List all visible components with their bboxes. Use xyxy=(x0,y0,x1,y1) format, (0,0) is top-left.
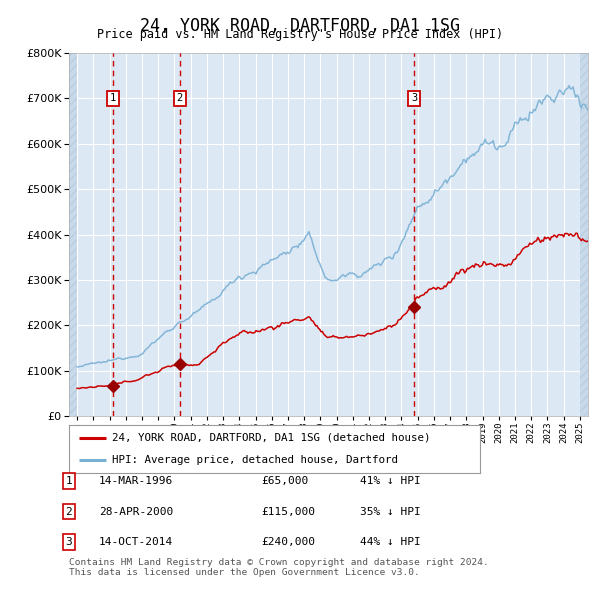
Text: 2: 2 xyxy=(65,507,73,516)
Text: 24, YORK ROAD, DARTFORD, DA1 1SG: 24, YORK ROAD, DARTFORD, DA1 1SG xyxy=(140,17,460,35)
Text: 44% ↓ HPI: 44% ↓ HPI xyxy=(360,537,421,547)
Text: £240,000: £240,000 xyxy=(261,537,315,547)
Text: Contains HM Land Registry data © Crown copyright and database right 2024.
This d: Contains HM Land Registry data © Crown c… xyxy=(69,558,489,577)
Text: 1: 1 xyxy=(110,93,116,103)
Text: 14-OCT-2014: 14-OCT-2014 xyxy=(99,537,173,547)
Text: 2: 2 xyxy=(176,93,183,103)
Text: 14-MAR-1996: 14-MAR-1996 xyxy=(99,476,173,486)
Text: 3: 3 xyxy=(65,537,73,547)
Text: HPI: Average price, detached house, Dartford: HPI: Average price, detached house, Dart… xyxy=(112,455,398,465)
Text: 24, YORK ROAD, DARTFORD, DA1 1SG (detached house): 24, YORK ROAD, DARTFORD, DA1 1SG (detach… xyxy=(112,433,431,443)
Text: 3: 3 xyxy=(411,93,418,103)
Bar xyxy=(580,53,588,416)
Text: 28-APR-2000: 28-APR-2000 xyxy=(99,507,173,516)
Text: £115,000: £115,000 xyxy=(261,507,315,516)
Bar xyxy=(69,53,77,416)
Text: 1: 1 xyxy=(65,476,73,486)
Text: £65,000: £65,000 xyxy=(261,476,308,486)
Text: 35% ↓ HPI: 35% ↓ HPI xyxy=(360,507,421,516)
Text: 41% ↓ HPI: 41% ↓ HPI xyxy=(360,476,421,486)
Text: Price paid vs. HM Land Registry's House Price Index (HPI): Price paid vs. HM Land Registry's House … xyxy=(97,28,503,41)
